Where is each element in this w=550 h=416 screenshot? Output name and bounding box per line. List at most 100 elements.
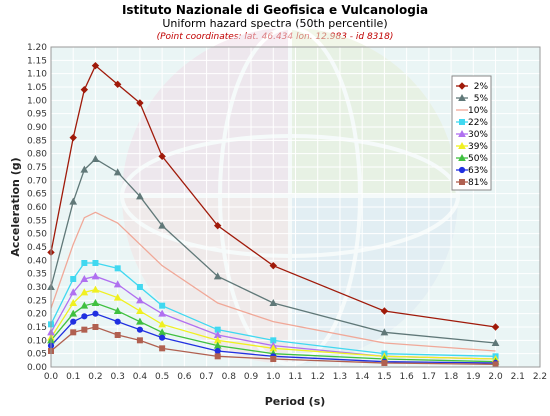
x-tick-label: 1.6 <box>399 372 414 382</box>
data-point <box>159 334 166 341</box>
y-tick-label: 0.55 <box>27 216 47 226</box>
legend-label: 81% <box>468 178 488 188</box>
legend-marker <box>458 82 466 90</box>
y-tick-label: 0.40 <box>27 256 47 266</box>
data-point <box>113 306 122 314</box>
x-tick-label: 1.4 <box>355 372 370 382</box>
data-point <box>69 133 77 142</box>
data-point <box>214 353 221 360</box>
data-point <box>158 221 166 229</box>
y-tick-label: 0.10 <box>27 336 47 346</box>
x-tick-label: 0.1 <box>66 372 80 382</box>
legend-marker <box>458 141 466 149</box>
data-point <box>269 298 278 306</box>
legend-marker <box>459 119 465 125</box>
legend-box <box>451 75 492 191</box>
legend-label: 39% <box>468 142 488 152</box>
data-point <box>70 276 77 282</box>
y-tick-label: 1.15 <box>27 56 47 66</box>
y-axis-label: Acceleration (g) <box>9 157 22 256</box>
data-point <box>91 154 100 162</box>
y-tick-label: 0.95 <box>27 110 47 120</box>
legend-marker <box>458 93 466 101</box>
y-tick-label: 0.15 <box>27 323 47 333</box>
data-point <box>136 284 143 290</box>
legend-label: 10% <box>468 106 488 116</box>
legend-label: 63% <box>468 166 488 176</box>
data-point <box>213 272 222 280</box>
data-point <box>269 261 277 270</box>
y-tick-label: 0.00 <box>27 363 47 373</box>
data-point <box>113 168 122 176</box>
data-point <box>213 221 222 230</box>
x-axis-ticks: 0.0 0.1 0.2 0.3 0.4 0.5 0.6 0.7 0.8 0.9 1.0 1.1 1.2 1… <box>44 372 547 382</box>
data-point <box>80 288 89 296</box>
data-point <box>69 197 78 205</box>
data-point <box>114 265 121 272</box>
data-point <box>69 309 78 317</box>
x-tick-label: 1.8 <box>444 372 459 382</box>
legend-label: 5% <box>474 94 489 104</box>
x-tick-label: 2.1 <box>511 372 525 382</box>
y-tick-label: 1.20 <box>27 43 47 53</box>
data-point <box>113 293 122 301</box>
y-tick-label: 1.00 <box>27 96 47 106</box>
plot-border <box>50 46 541 368</box>
y-tick-label: 0.50 <box>27 230 47 240</box>
data-point <box>159 345 166 352</box>
data-point <box>381 360 388 366</box>
legend-marker <box>458 129 466 137</box>
y-tick-label: 0.85 <box>27 136 47 146</box>
y-tick-label: 0.90 <box>27 123 47 133</box>
y-tick-label: 0.65 <box>27 190 47 200</box>
data-point <box>91 285 100 293</box>
legend-marker <box>458 166 466 174</box>
data-point <box>91 61 100 70</box>
legend-label: 30% <box>468 130 488 140</box>
y-tick-label: 0.35 <box>27 270 47 280</box>
chart-subtitle: Uniform hazard spectra (50th percentile) <box>162 17 387 30</box>
y-tick-label: 0.70 <box>27 176 47 186</box>
x-tick-label: 1.9 <box>466 372 481 382</box>
data-point <box>136 317 144 325</box>
data-point <box>92 310 99 317</box>
legend-label: 22% <box>468 118 488 128</box>
y-tick-label: 0.05 <box>27 350 47 360</box>
x-tick-label: 1.2 <box>311 372 325 382</box>
data-point <box>159 302 166 309</box>
data-point <box>80 274 89 282</box>
x-tick-label: 0.4 <box>133 372 148 382</box>
data-point <box>491 338 500 346</box>
data-point <box>69 288 78 296</box>
legend-marker <box>459 179 465 185</box>
data-point <box>136 296 144 304</box>
data-point <box>158 152 166 161</box>
x-tick-label: 1.3 <box>333 372 347 382</box>
legend: 2% 5% 10% 22% 30% 39% 50% 63% 81% <box>451 75 492 191</box>
data-point <box>113 280 122 288</box>
data-point <box>69 298 78 306</box>
x-axis-label: Period (s) <box>265 395 326 408</box>
legend-marker <box>458 153 466 161</box>
data-point <box>91 298 100 306</box>
data-point <box>92 260 99 266</box>
data-point <box>214 347 221 355</box>
series-line-2 <box>50 211 496 352</box>
data-point <box>91 272 100 280</box>
data-point <box>158 320 166 328</box>
x-tick-label: 1.7 <box>422 372 436 382</box>
data-point <box>113 80 122 89</box>
y-tick-label: 0.20 <box>27 310 47 320</box>
data-point <box>380 307 389 315</box>
data-point <box>158 309 166 317</box>
x-tick-label: 0.3 <box>111 372 125 382</box>
y-tick-label: 0.60 <box>27 203 47 213</box>
x-tick-label: 0.8 <box>222 372 237 382</box>
y-tick-label: 0.30 <box>27 283 47 293</box>
x-tick-label: 0.2 <box>88 372 102 382</box>
legend-label: 2% <box>474 82 489 92</box>
data-point <box>136 99 144 107</box>
data-point <box>80 165 89 173</box>
x-tick-label: 1.5 <box>377 372 391 382</box>
